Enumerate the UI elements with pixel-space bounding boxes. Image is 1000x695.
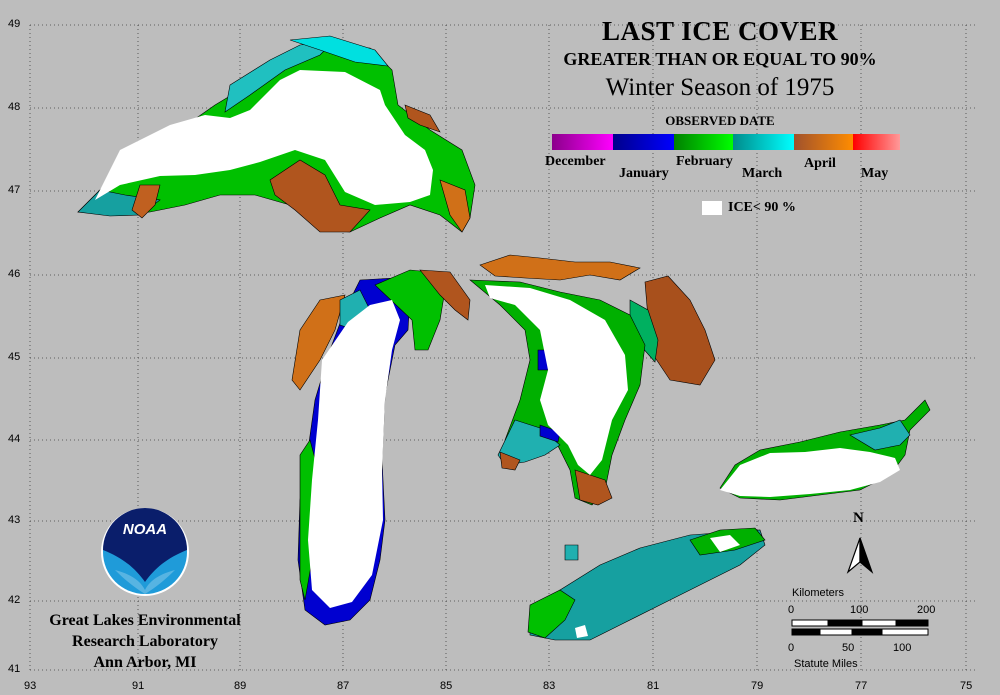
north-channel [479, 254, 716, 386]
legend-month-label: March [742, 166, 783, 181]
lon-tick: 85 [440, 680, 453, 692]
legend-month-label: December [545, 154, 606, 169]
lake-erie [527, 527, 766, 641]
scale-bar [791, 619, 929, 636]
legend-month-label: May [861, 166, 889, 181]
ice-swatch [702, 201, 722, 215]
legend-month-label: January [619, 166, 669, 181]
colorbar-december [552, 134, 613, 150]
north-arrow-icon [846, 537, 874, 574]
legend-month-label: April [804, 156, 836, 171]
lat-tick: 47 [8, 184, 21, 196]
lon-tick: 93 [24, 680, 37, 692]
colorbar-march [733, 134, 794, 150]
lake-ontario [719, 399, 931, 501]
legend-heading: OBSERVED DATE [665, 113, 775, 128]
scale-km-tick: 0 [788, 604, 795, 616]
noaa-logo-text: NOAA [122, 521, 168, 538]
north-label: N [853, 510, 864, 526]
lon-tick: 81 [647, 680, 660, 692]
lab-credit: Great Lakes Environmental Research Labor… [20, 610, 270, 673]
lat-tick: 44 [8, 433, 21, 445]
lon-tick: 83 [543, 680, 556, 692]
scale-km-tick: 200 [917, 604, 936, 616]
colorbar-april [794, 134, 853, 150]
lab-line: Ann Arbor, MI [93, 654, 197, 671]
scale-km-label: Kilometers [792, 587, 844, 599]
colorbar-january [613, 134, 674, 150]
scale-mi-label: Statute Miles [794, 658, 858, 670]
lon-tick: 89 [234, 680, 247, 692]
legend-month-label: February [676, 154, 733, 169]
ice-legend-label: ICE< 90 % [728, 200, 796, 215]
lake-huron [469, 279, 646, 506]
scale-mi-tick: 0 [788, 642, 795, 654]
lat-tick: 45 [8, 351, 21, 363]
colorbar-february [674, 134, 733, 150]
observed-date-colorbar [552, 134, 900, 150]
lon-tick: 87 [337, 680, 350, 692]
lon-tick: 91 [132, 680, 145, 692]
lat-tick: 41 [8, 663, 21, 675]
scale-mi-tick: 50 [842, 642, 855, 654]
lon-tick: 79 [751, 680, 764, 692]
map-subtitle: GREATER THAN OR EQUAL TO 90% [563, 49, 877, 69]
map-title: LAST ICE COVER [601, 16, 839, 46]
lab-line: Research Laboratory [72, 633, 218, 650]
lab-line: Great Lakes Environmental [49, 612, 241, 629]
lat-tick: 49 [8, 18, 21, 30]
scale-km-tick: 100 [850, 604, 869, 616]
lat-tick: 43 [8, 514, 21, 526]
lat-tick: 48 [8, 101, 21, 113]
lat-tick: 42 [8, 594, 21, 606]
season-label: Winter Season of 1975 [605, 74, 835, 101]
colorbar-may [853, 134, 900, 150]
lat-tick: 46 [8, 268, 21, 280]
scale-mi-tick: 100 [893, 642, 912, 654]
lon-tick: 75 [960, 680, 973, 692]
noaa-logo [101, 508, 189, 596]
lon-tick: 77 [855, 680, 868, 692]
lake-superior [77, 35, 476, 233]
lake-michigan [291, 269, 471, 626]
